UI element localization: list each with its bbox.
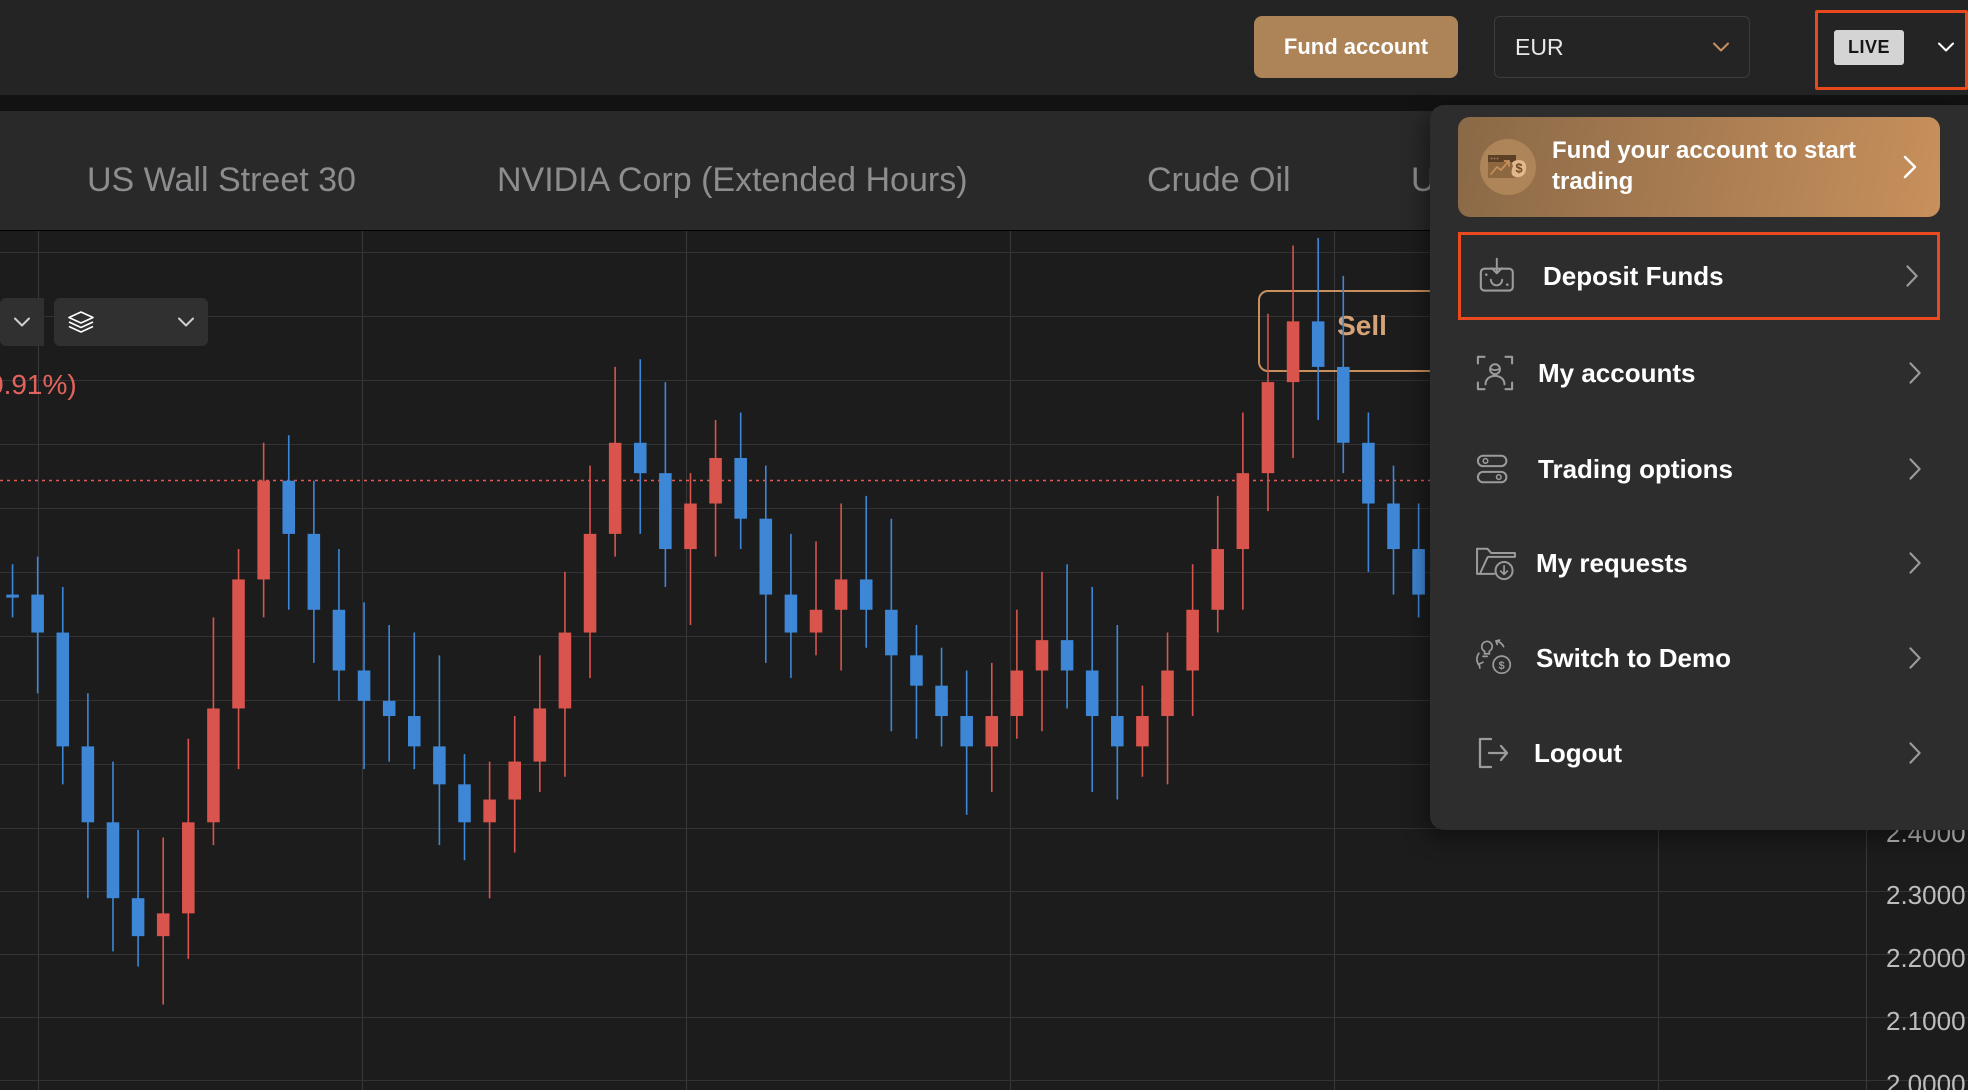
svg-text:$: $ [1515, 161, 1523, 176]
svg-text:$: $ [1499, 660, 1505, 672]
